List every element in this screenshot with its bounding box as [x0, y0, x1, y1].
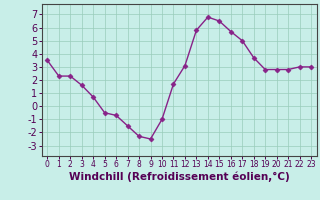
X-axis label: Windchill (Refroidissement éolien,°C): Windchill (Refroidissement éolien,°C) — [69, 172, 290, 182]
